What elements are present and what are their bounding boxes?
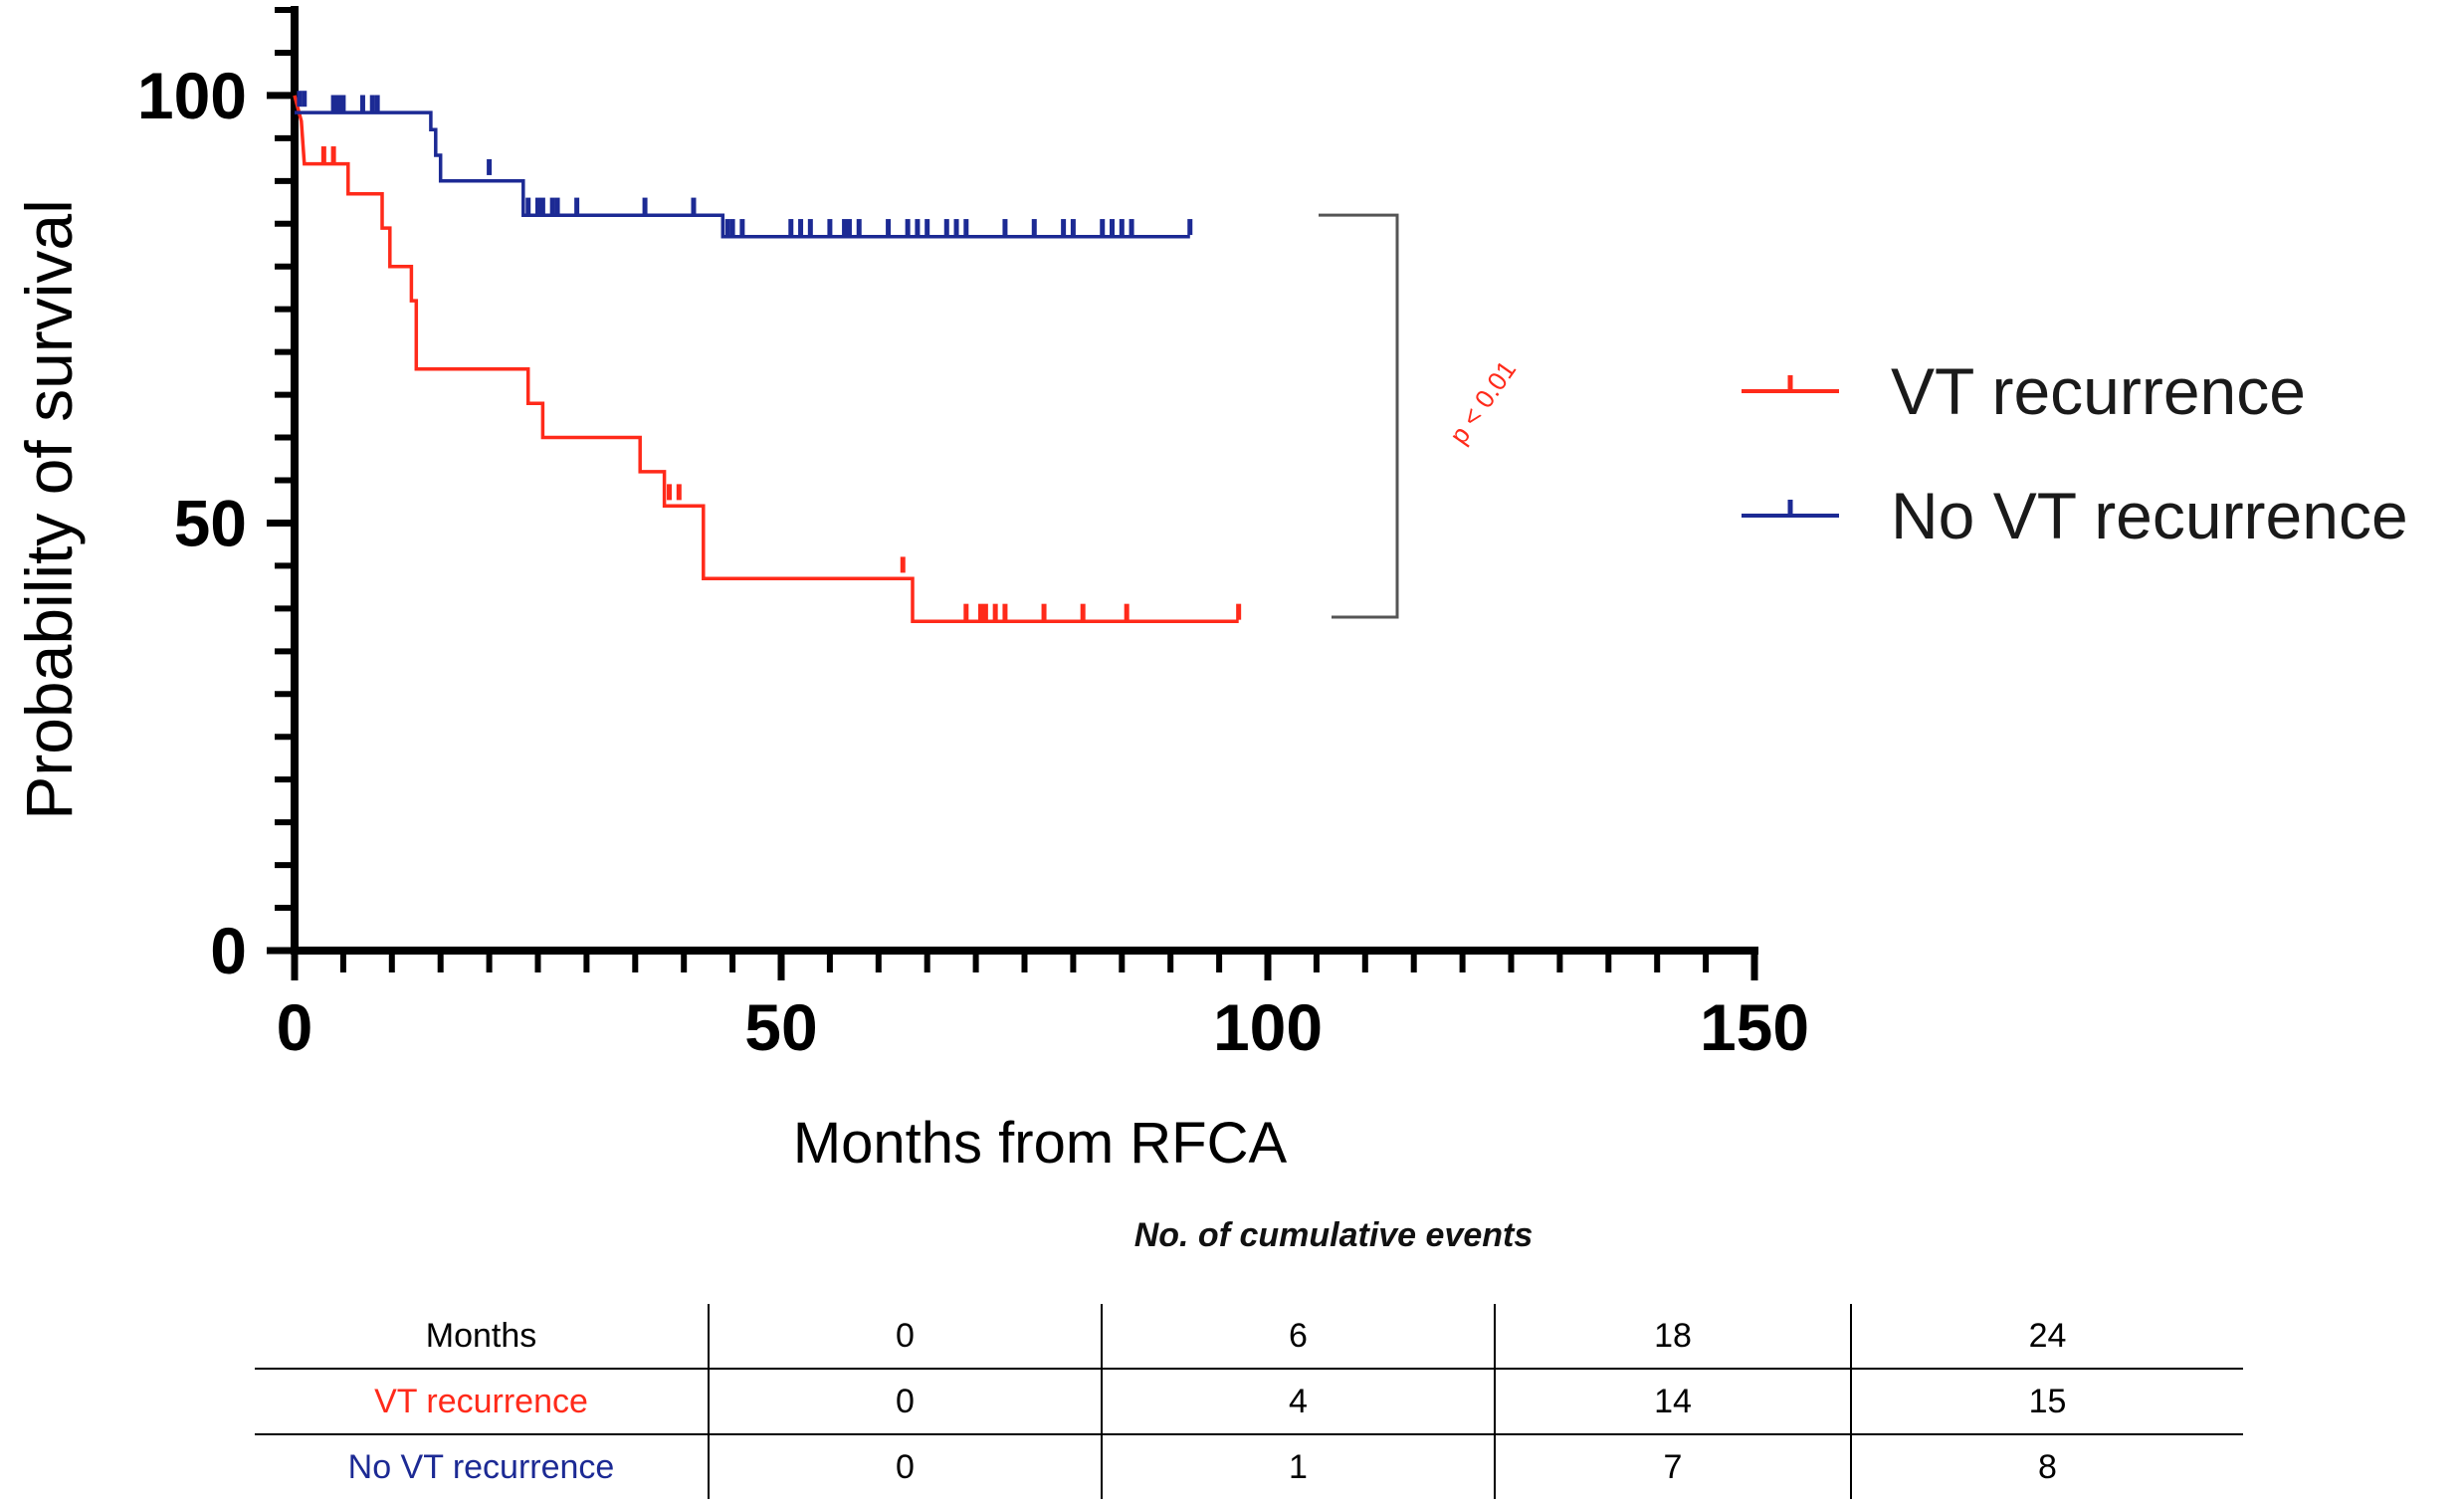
- legend-item-no-vt-recurrence[interactable]: No VT recurrence: [1742, 479, 2408, 552]
- x-tick-label: 50: [744, 990, 817, 1064]
- legend-label-vt: VT recurrence: [1891, 354, 2306, 428]
- table-header-cell: 6: [1101, 1304, 1495, 1369]
- x-tick-label: 150: [1700, 990, 1809, 1064]
- table-cell: 8: [1850, 1433, 2243, 1499]
- legend-label-no-vt: No VT recurrence: [1891, 479, 2408, 552]
- series-vt-recurrence: [293, 95, 1242, 624]
- table-cell: 1: [1101, 1433, 1495, 1499]
- p-value-label: p < 0.01: [1443, 355, 1522, 450]
- table-cell: 4: [1101, 1368, 1495, 1434]
- y-tick-label: 100: [137, 59, 247, 132]
- y-axis-title: Probability of survival: [12, 199, 86, 820]
- y-tick-label: 0: [210, 914, 247, 987]
- table-header-cell: 0: [708, 1304, 1102, 1369]
- x-tick-label: 100: [1213, 990, 1323, 1064]
- table-cell: 0: [708, 1433, 1102, 1499]
- table-header-cell: Months: [425, 1316, 537, 1355]
- table-header-cell: 24: [1850, 1304, 2243, 1369]
- table-row-vt-recurrence: VT recurrence 0 4 14 15: [255, 1368, 2243, 1434]
- table-cell: 15: [1850, 1368, 2243, 1434]
- survival-chart: 0 50 100 0 50 100 150 Probability of survival…: [12, 6, 2408, 1176]
- survival-curve-no-vt-recurrence: [295, 110, 1190, 239]
- x-axis-title: Months from RFCA: [793, 1111, 1288, 1176]
- minor-ticks: [275, 7, 1710, 972]
- table-cell: 14: [1494, 1368, 1851, 1434]
- table-header-cell: 18: [1494, 1304, 1851, 1369]
- cumulative-events-table: Months 0 6 18 24 VT recurrence 0 4 14 15…: [255, 1304, 2243, 1499]
- table-header-row: Months 0 6 18 24: [255, 1304, 2243, 1369]
- table-cell: 0: [708, 1368, 1102, 1434]
- legend-item-vt-recurrence[interactable]: VT recurrence: [1742, 354, 2306, 428]
- significance-bracket: [1319, 213, 1399, 619]
- series-no-vt-recurrence: [295, 91, 1193, 239]
- table-row-label: VT recurrence: [255, 1368, 709, 1434]
- survival-curve-vt-recurrence: [293, 95, 1239, 624]
- y-tick-label: 50: [174, 486, 247, 559]
- x-tick-label: 0: [277, 990, 313, 1064]
- table-cell: 7: [1494, 1433, 1851, 1499]
- table-row-no-vt-recurrence: No VT recurrence 0 1 7 8: [255, 1433, 2243, 1499]
- events-table-caption: No. of cumulative events: [1133, 1216, 1534, 1254]
- table-row-label: No VT recurrence: [255, 1433, 709, 1499]
